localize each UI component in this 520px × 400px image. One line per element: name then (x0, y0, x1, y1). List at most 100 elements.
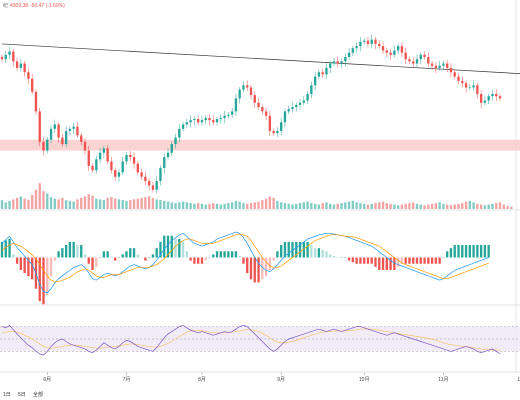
volume-bar (72, 201, 75, 209)
timeframe-5d-button[interactable]: 5日 (18, 392, 26, 398)
candle-body (283, 111, 287, 123)
volume-bar (147, 196, 151, 209)
volume-bar (506, 206, 509, 209)
macd-histogram-bar (151, 254, 155, 258)
candle-body (302, 100, 305, 103)
x-tick-label: 8月 (198, 377, 206, 383)
volume-bar (125, 200, 128, 209)
candle-body (400, 46, 404, 53)
volume-bar (140, 197, 143, 209)
macd-histogram-bar (163, 235, 166, 258)
candle-body (491, 94, 494, 97)
macd-histogram-bar (189, 257, 192, 261)
volume-bar (8, 200, 11, 209)
macd-histogram-bar (87, 257, 90, 264)
candle-body (347, 52, 351, 57)
macd-histogram-bar (306, 241, 309, 258)
macd-histogram-bar (68, 241, 72, 258)
volume-bar (412, 202, 415, 209)
macd-histogram-bar (91, 257, 94, 270)
volume-bar (68, 200, 72, 209)
candle-body (140, 172, 143, 177)
volume-bar (230, 202, 234, 209)
trendline[interactable] (1, 43, 520, 83)
x-tick-label: 9月 (277, 377, 285, 383)
macd-histogram-bar (412, 257, 415, 264)
volume-bar (181, 201, 185, 209)
x-axis: 6月7月8月9月10月11月12月2022 (43, 372, 520, 383)
candle-body (351, 48, 355, 53)
candle-body (378, 43, 381, 47)
candle-body (396, 46, 400, 51)
volume-bar (472, 202, 475, 209)
volume-bar (166, 201, 170, 209)
candle-body (359, 41, 362, 47)
macd-histogram-bar (291, 241, 294, 258)
macd-histogram-bar (310, 245, 313, 258)
candle-body (117, 172, 121, 177)
volume-bar (306, 201, 309, 209)
macd-histogram-bar (363, 257, 366, 264)
macd-histogram-bar (200, 257, 204, 264)
volume-bar (272, 197, 275, 209)
candle-body (61, 137, 64, 145)
macd-histogram-bar (83, 254, 87, 258)
candle-body (129, 154, 132, 158)
candle-body (238, 89, 241, 99)
candle-body (336, 61, 339, 64)
macd-histogram-bar (246, 257, 249, 274)
volume-bar (438, 202, 441, 209)
volume-bar (257, 201, 260, 209)
candle-body (468, 87, 471, 89)
candle-body (419, 54, 422, 60)
volume-bar (381, 201, 385, 209)
volume-bar (479, 204, 483, 209)
candle-body (291, 107, 294, 110)
volume-bar (442, 203, 445, 209)
candle-body (197, 119, 200, 123)
volume-bar (34, 189, 38, 209)
candle-body (15, 61, 19, 68)
timeframe-all-button[interactable]: 全部 (33, 391, 43, 398)
candles (0, 34, 502, 194)
candle-body (38, 111, 41, 142)
macd-histogram-bar (468, 245, 471, 258)
volume-bar (106, 197, 109, 209)
volume-bar (351, 200, 355, 209)
macd-histogram-bar (449, 248, 453, 258)
volume-bar (12, 199, 15, 209)
candle-body (136, 163, 139, 173)
macd-histogram-bar (121, 254, 124, 258)
candle-body (174, 137, 177, 145)
panel-dividers (0, 0, 520, 373)
x-tick-label: 11月 (438, 377, 448, 383)
volume-bar (302, 202, 305, 209)
volume-bar (46, 193, 49, 209)
macd-histogram-bar (268, 257, 272, 270)
candle-body (19, 63, 23, 68)
candle-body (461, 80, 464, 84)
volume-bar (404, 203, 407, 209)
volume-bar (449, 205, 453, 209)
price-change: -50.47 (-1.60%) (30, 3, 65, 9)
timeframe-1d-button[interactable]: 1日 (3, 392, 11, 398)
candle-body (287, 109, 290, 112)
macd-histogram-bar (264, 257, 268, 277)
x-tick-label: 7月 (123, 377, 131, 383)
macd-histogram-bar (249, 257, 253, 280)
macd-histogram-bar (53, 257, 56, 261)
candle-body (272, 131, 275, 134)
macd-histogram-bar (19, 257, 23, 270)
candle-body (91, 165, 94, 171)
volume-bar (396, 205, 400, 209)
rsi-signal-line (1, 328, 500, 351)
macd-histogram-bar (61, 248, 64, 258)
macd-histogram-bar (204, 257, 207, 261)
macd-histogram-bar (125, 251, 128, 258)
candle-body (27, 72, 30, 79)
volume-bars (0, 183, 513, 209)
candle-body (393, 50, 396, 55)
rsi-line (1, 324, 501, 356)
macd-histogram-bar (234, 251, 238, 258)
